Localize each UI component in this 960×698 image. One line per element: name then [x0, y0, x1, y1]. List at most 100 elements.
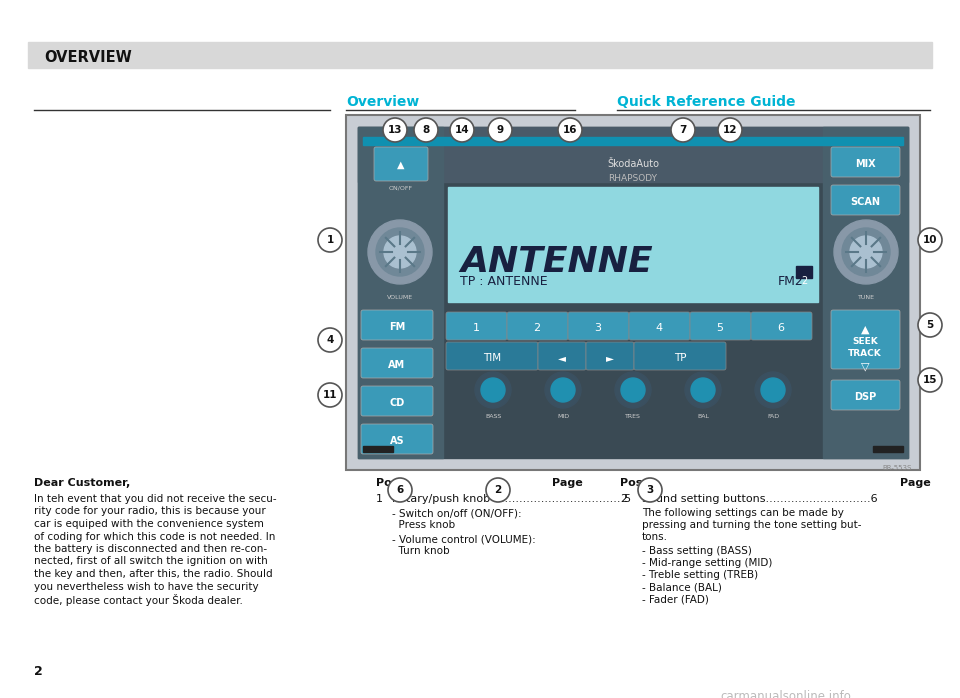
Text: - Volume control (VOLUME):: - Volume control (VOLUME):	[392, 534, 536, 544]
Text: car is equiped with the convenience system: car is equiped with the convenience syst…	[34, 519, 264, 529]
Circle shape	[318, 328, 342, 352]
Circle shape	[691, 378, 715, 402]
Text: 7: 7	[680, 125, 686, 135]
Circle shape	[383, 118, 407, 142]
Text: Turn knob: Turn knob	[392, 546, 449, 556]
Text: - Switch on/off (ON/OFF):: - Switch on/off (ON/OFF):	[392, 508, 521, 518]
Text: tons.: tons.	[642, 532, 668, 542]
Text: - Bass setting (BASS): - Bass setting (BASS)	[642, 546, 752, 556]
Circle shape	[755, 372, 791, 408]
Bar	[823, 127, 908, 458]
Text: MID: MID	[557, 414, 569, 419]
Text: Quick Reference Guide: Quick Reference Guide	[617, 95, 796, 109]
Circle shape	[638, 478, 662, 502]
Text: BASS: BASS	[485, 414, 501, 419]
Text: TP: TP	[674, 353, 686, 363]
Circle shape	[376, 228, 424, 276]
Text: nected, first of all switch the ignition on with: nected, first of all switch the ignition…	[34, 556, 268, 567]
Text: Page: Page	[552, 478, 583, 488]
Circle shape	[551, 378, 575, 402]
Text: 1: 1	[326, 235, 334, 245]
Text: FM: FM	[389, 322, 405, 332]
FancyBboxPatch shape	[634, 342, 726, 370]
Text: pressing and turning the tone setting but-: pressing and turning the tone setting bu…	[642, 520, 861, 530]
Text: Sound setting buttons.............................6: Sound setting buttons...................…	[642, 494, 877, 504]
Text: BAL: BAL	[697, 414, 709, 419]
Text: SEEK: SEEK	[852, 338, 877, 346]
Text: 10: 10	[923, 235, 937, 245]
Text: RHAPSODY: RHAPSODY	[609, 174, 658, 183]
Text: 4: 4	[656, 323, 662, 333]
FancyBboxPatch shape	[586, 342, 634, 370]
Text: TUNE: TUNE	[857, 295, 875, 300]
Text: rity code for your radio, this is because your: rity code for your radio, this is becaus…	[34, 507, 266, 517]
Circle shape	[558, 118, 582, 142]
Text: 1: 1	[472, 323, 479, 333]
Text: - Fader (FAD): - Fader (FAD)	[642, 594, 708, 604]
Text: ▽: ▽	[861, 361, 869, 371]
Text: 8: 8	[422, 125, 430, 135]
Circle shape	[834, 220, 898, 284]
Text: 11: 11	[323, 390, 337, 400]
Circle shape	[488, 118, 512, 142]
Text: 2: 2	[534, 323, 540, 333]
Text: MIX: MIX	[854, 159, 876, 169]
Circle shape	[318, 383, 342, 407]
Text: BR-553S: BR-553S	[882, 465, 912, 471]
Text: - Treble setting (TREB): - Treble setting (TREB)	[642, 570, 758, 580]
Circle shape	[671, 118, 695, 142]
Text: 9: 9	[496, 125, 504, 135]
Text: ON/OFF: ON/OFF	[389, 185, 413, 190]
Text: TIM: TIM	[483, 353, 501, 363]
Circle shape	[318, 228, 342, 252]
Bar	[358, 127, 908, 182]
Bar	[28, 42, 932, 68]
Text: 12: 12	[723, 125, 737, 135]
Circle shape	[761, 378, 785, 402]
FancyBboxPatch shape	[831, 147, 900, 177]
Text: In teh event that you did not receive the secu-: In teh event that you did not receive th…	[34, 494, 276, 504]
Text: the battery is disconnected and then re-con-: the battery is disconnected and then re-…	[34, 544, 267, 554]
FancyBboxPatch shape	[751, 312, 812, 340]
Circle shape	[621, 378, 645, 402]
Text: OVERVIEW: OVERVIEW	[44, 50, 132, 65]
Text: Dear Customer,: Dear Customer,	[34, 478, 131, 488]
Text: Press knob: Press knob	[392, 520, 455, 530]
FancyBboxPatch shape	[831, 185, 900, 215]
FancyBboxPatch shape	[538, 342, 586, 370]
Bar	[873, 446, 903, 452]
Text: Page: Page	[900, 478, 931, 488]
Text: you nevertheless wish to have the security: you nevertheless wish to have the securi…	[34, 581, 258, 591]
Text: - Mid-range setting (MID): - Mid-range setting (MID)	[642, 558, 773, 568]
Text: AM: AM	[389, 360, 405, 370]
Text: Pos.: Pos.	[620, 478, 647, 488]
Circle shape	[486, 478, 510, 502]
Text: The following settings can be made by: The following settings can be made by	[642, 508, 844, 518]
Circle shape	[918, 228, 942, 252]
FancyBboxPatch shape	[446, 312, 507, 340]
Bar	[358, 127, 908, 458]
Bar	[363, 137, 903, 145]
FancyBboxPatch shape	[361, 348, 433, 378]
Circle shape	[368, 220, 432, 284]
Circle shape	[388, 478, 412, 502]
Text: Overview: Overview	[346, 95, 420, 109]
Text: 13: 13	[388, 125, 402, 135]
Text: Pos.: Pos.	[376, 478, 402, 488]
Circle shape	[475, 372, 511, 408]
Text: - Balance (BAL): - Balance (BAL)	[642, 582, 722, 592]
FancyBboxPatch shape	[831, 310, 900, 369]
Text: 14: 14	[455, 125, 469, 135]
Circle shape	[384, 236, 416, 268]
Text: SCAN: SCAN	[850, 197, 880, 207]
Text: TP : ANTENNE: TP : ANTENNE	[460, 275, 547, 288]
Text: DSP: DSP	[853, 392, 876, 402]
Circle shape	[615, 372, 651, 408]
Text: FM2: FM2	[778, 275, 804, 288]
Text: TRES: TRES	[625, 414, 641, 419]
Text: carmanualsonline.info: carmanualsonline.info	[720, 690, 851, 698]
Bar	[796, 266, 812, 278]
Text: ◄: ◄	[558, 353, 566, 363]
Text: TRACK: TRACK	[848, 350, 882, 359]
Text: Rotary/push knob ....................................5: Rotary/push knob .......................…	[392, 494, 631, 504]
